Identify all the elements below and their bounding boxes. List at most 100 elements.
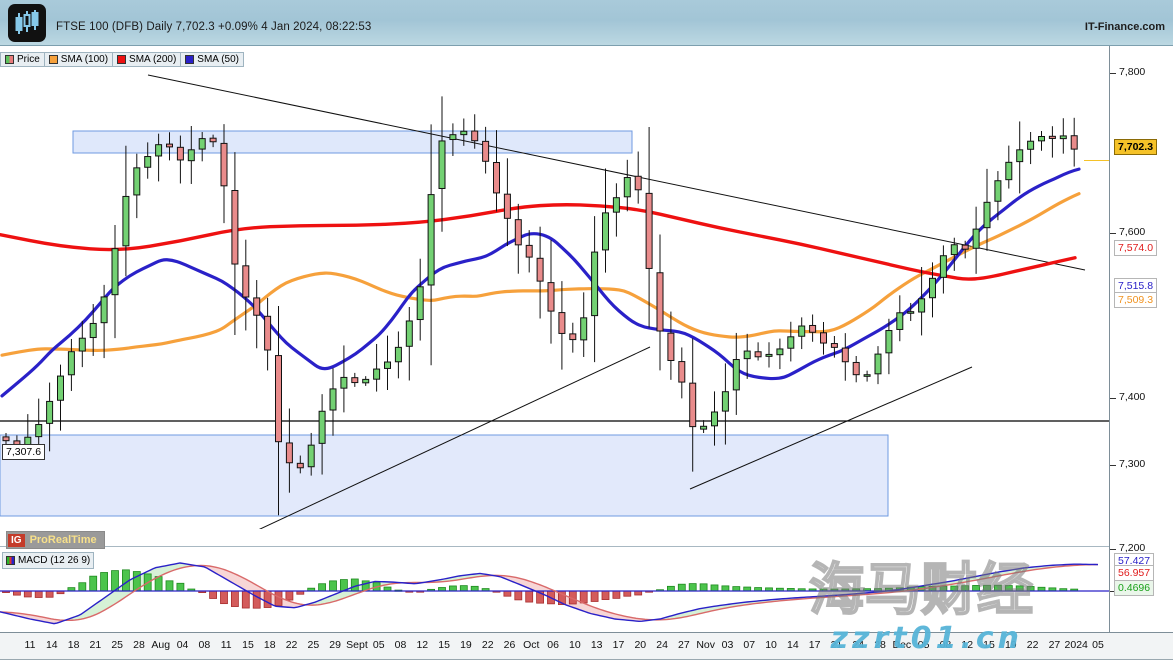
macd-swatch-icon (6, 556, 15, 565)
x-tick-35: 14 (787, 639, 799, 651)
x-tick-30: 27 (678, 639, 690, 651)
sma50-swatch-icon (185, 55, 195, 64)
legend-item-sma-200[interactable]: SMA (200) (112, 52, 181, 67)
x-tick-32: 03 (721, 639, 734, 651)
macd-histogram-label: 0.4696 (1114, 580, 1155, 596)
price-chart-pane[interactable] (0, 46, 1109, 529)
x-tick-28: 20 (634, 639, 647, 651)
ig-badge-label: IG (8, 533, 25, 547)
macd-chart-canvas (0, 562, 1109, 625)
x-tick-46: 22 (1026, 639, 1039, 651)
prorealtime-badge: IG ProRealTime (6, 531, 105, 549)
x-tick-42: 08 (939, 639, 952, 651)
x-tick-43: 12 (961, 639, 974, 651)
macd-line (0, 562, 1099, 625)
x-tick-33: 07 (743, 639, 756, 651)
x-tick-16: 05 (372, 639, 385, 651)
x-tick-49: 05 (1092, 639, 1104, 651)
x-tick-6: Aug (151, 639, 171, 651)
x-tick-7: 04 (176, 639, 189, 651)
x-tick-38: 24 (852, 639, 865, 651)
sma-200-line (0, 203, 1077, 281)
legend-label-price: Price (17, 54, 40, 65)
instrument-title: FTSE 100 (DFB) Daily 7,702.3 +0.09% 4 Ja… (56, 21, 372, 33)
sma100-price-label: 7,509.3 (1114, 292, 1158, 308)
x-tick-29: 24 (656, 639, 668, 651)
macd-fill-1 (4, 612, 64, 624)
x-tick-4: 25 (111, 639, 124, 651)
x-tick-1: 14 (45, 639, 58, 651)
x-tick-10: 15 (242, 639, 254, 651)
x-tick-11: 18 (263, 639, 276, 651)
macd-histogram (2, 569, 1079, 609)
x-tick-23: Oct (523, 639, 540, 651)
price-axis[interactable]: 7,800 7,600 7,400 7,300 7,200 -50 7,702.… (1109, 46, 1173, 632)
current-price-label: 7,702.3 (1114, 139, 1158, 155)
x-tick-39: 28 (874, 639, 886, 651)
descending-resistance-trendline (147, 74, 1086, 271)
x-tick-24: 06 (547, 639, 559, 651)
lower-demand-zone (0, 434, 889, 517)
x-tick-34: 10 (765, 639, 777, 651)
legend-item-sma-50[interactable]: SMA (50) (180, 52, 244, 67)
x-tick-14: 29 (329, 639, 341, 651)
x-tick-0: 11 (24, 639, 36, 651)
x-tick-41: 05 (917, 639, 930, 651)
macd-fill-4 (308, 581, 400, 606)
x-tick-25: 10 (569, 639, 581, 651)
x-tick-12: 22 (285, 639, 298, 651)
candlestick-series (2, 96, 1078, 516)
x-tick-26: 13 (590, 639, 603, 651)
legend-label-sma-50: SMA (50) (197, 54, 239, 65)
prorealtime-label: ProRealTime (29, 534, 97, 546)
macd-indicator-pane[interactable] (0, 546, 1109, 633)
legend-item-price[interactable]: Price (0, 52, 44, 67)
sma200-price-label: 7,574.0 (1114, 240, 1158, 256)
macd-signal-label: 56.957 (1114, 565, 1155, 581)
macd-legend-label: MACD (12 26 9) (18, 555, 91, 566)
x-tick-40: Dec (892, 639, 912, 651)
sma-50-line (0, 167, 1081, 398)
x-tick-15: Sept (346, 639, 368, 651)
x-tick-3: 21 (89, 639, 102, 651)
x-tick-20: 19 (460, 639, 472, 651)
legend-label-sma-200: SMA (200) (129, 54, 177, 65)
series-legend: Price SMA (100) SMA (200) SMA (50) (0, 52, 244, 67)
macd-fill-2 (68, 563, 196, 621)
x-tick-37: 21 (830, 639, 843, 651)
x-tick-18: 12 (416, 639, 429, 651)
x-tick-44: 15 (983, 639, 995, 651)
legend-item-sma-100[interactable]: SMA (100) (43, 52, 113, 67)
macd-signal-line (0, 563, 1099, 622)
x-tick-36: 17 (808, 639, 821, 651)
x-tick-2: 18 (67, 639, 80, 651)
sma200-swatch-icon (117, 55, 127, 64)
sma-100-line (0, 192, 1081, 357)
brand-label: IT-Finance.com (1084, 21, 1165, 33)
legend-label-sma-100: SMA (100) (60, 54, 109, 65)
sma100-swatch-icon (48, 55, 58, 64)
price-level-tag: 7,307.6 (2, 444, 46, 460)
x-tick-9: 11 (220, 639, 232, 651)
x-tick-17: 08 (394, 639, 407, 651)
x-tick-22: 26 (503, 639, 516, 651)
ascending-support-trendline-1 (258, 346, 651, 529)
x-tick-8: 08 (198, 639, 211, 651)
x-tick-47: 27 (1048, 639, 1061, 651)
x-tick-19: 15 (438, 639, 450, 651)
x-tick-13: 25 (307, 639, 320, 651)
ascending-support-trendline-2 (689, 366, 973, 490)
candlestick-logo-icon (8, 4, 46, 42)
price-swatch-icon (5, 55, 14, 64)
x-tick-21: 22 (481, 639, 494, 651)
x-tick-48: 2024 (1064, 639, 1088, 651)
app-header: FTSE 100 (DFB) Daily 7,702.3 +0.09% 4 Ja… (0, 0, 1173, 46)
x-tick-5: 28 (133, 639, 145, 651)
x-tick-27: 17 (612, 639, 625, 651)
price-chart-canvas (0, 74, 1109, 529)
time-axis[interactable]: 11 14 18 21 25 28 Aug 04 08 11 15 18 22 25 29 Sept 05 08 1… (0, 632, 1173, 660)
macd-fill-7 (496, 575, 652, 622)
macd-legend[interactable]: MACD (12 26 9) (2, 552, 95, 569)
x-tick-45: 19 (1004, 639, 1017, 651)
